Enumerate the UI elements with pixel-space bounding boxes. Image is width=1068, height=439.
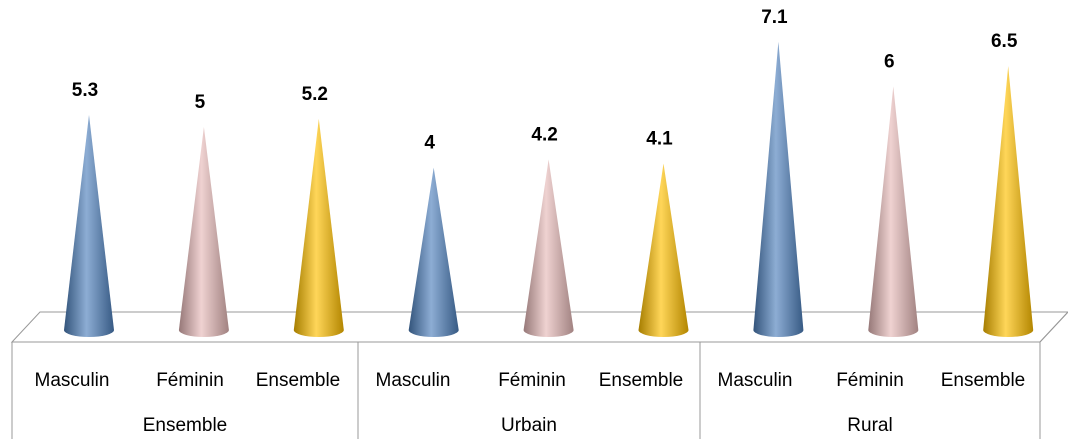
value-label: 5.3 [72, 80, 98, 101]
value-label: 7.1 [761, 7, 788, 28]
value-label: 4.2 [531, 124, 557, 145]
cone [983, 66, 1034, 337]
value-label: 6.5 [991, 31, 1018, 52]
value-label: 5.2 [302, 84, 328, 105]
value-label: 4.1 [646, 129, 673, 150]
x-tick-label: Féminin [498, 370, 566, 391]
x-tick-label: Féminin [156, 370, 224, 391]
x-tick-label: Masculin [376, 370, 451, 391]
x-tick-label: Masculin [718, 370, 793, 391]
cone [753, 41, 804, 338]
group-label: Rural [847, 415, 892, 436]
axis-edge [1039, 311, 1068, 343]
x-tick-label: Ensemble [599, 370, 684, 391]
value-label: 4 [424, 133, 435, 154]
group-label: Urbain [501, 415, 557, 436]
x-tick-label: Ensemble [256, 370, 341, 391]
cone [178, 127, 229, 337]
cone [523, 159, 574, 338]
cone [293, 118, 344, 338]
x-tick-label: Féminin [836, 370, 904, 391]
cone [638, 163, 689, 338]
value-label: 6 [884, 51, 895, 72]
cone [868, 86, 919, 338]
cone [64, 114, 114, 337]
cone [408, 167, 459, 338]
x-tick-label: Masculin [35, 370, 110, 391]
x-tick-label: Ensemble [941, 370, 1026, 391]
group-label: Ensemble [143, 415, 228, 436]
value-label: 5 [195, 92, 206, 113]
